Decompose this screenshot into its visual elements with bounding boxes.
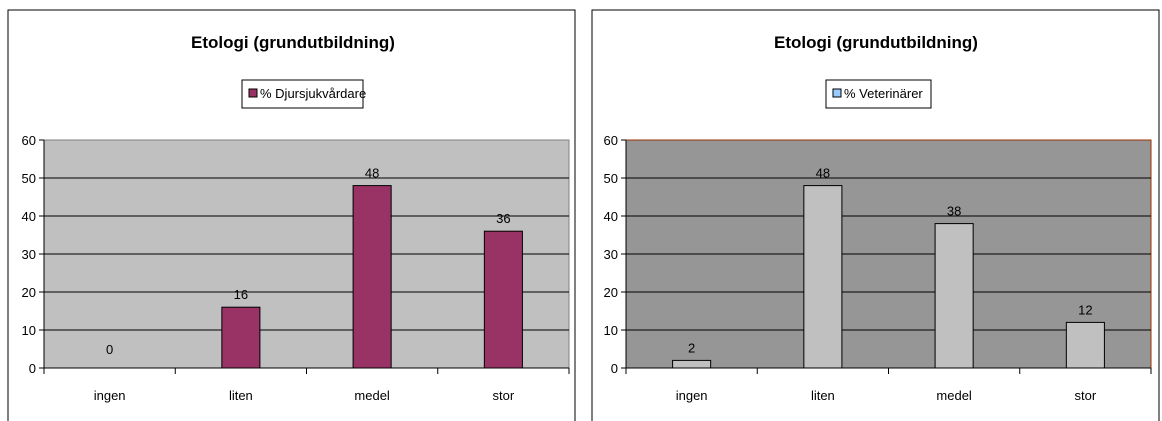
chart-svg: Etologi (grundutbildning) % Djursjukvårda… [7, 9, 576, 421]
chart-svg: Etologi (grundutbildning) % Veterinärer 0 1… [591, 9, 1160, 421]
bar [1065, 321, 1105, 369]
y-tick-label: 50 [22, 171, 36, 186]
data-label: 36 [496, 211, 510, 226]
bar [483, 230, 523, 369]
chart-title: Etologi (grundutbildning) [191, 33, 395, 52]
x-tick-label: medel [354, 388, 390, 403]
x-tick-label: liten [229, 388, 253, 403]
bar [803, 185, 843, 369]
data-label: 38 [947, 204, 961, 219]
legend-swatch [832, 88, 842, 98]
y-tick-label: 60 [22, 133, 36, 148]
legend-swatch [248, 88, 258, 98]
data-label: 16 [234, 287, 248, 302]
legend-label: % Veterinärer [844, 86, 923, 101]
y-tick-label: 0 [611, 361, 618, 376]
data-label: 0 [106, 342, 113, 357]
x-tick-label: ingen [94, 388, 126, 403]
y-tick-label: 30 [604, 247, 618, 262]
y-tick-label: 10 [604, 323, 618, 338]
y-tick-label: 20 [604, 285, 618, 300]
y-tick-label: 20 [22, 285, 36, 300]
y-tick-label: 10 [22, 323, 36, 338]
bar [672, 359, 712, 369]
data-label: 48 [816, 166, 830, 181]
data-label: 12 [1078, 302, 1092, 317]
y-tick-label: 40 [22, 209, 36, 224]
bar [221, 306, 261, 369]
legend-box [241, 79, 364, 109]
y-tick-label: 40 [604, 209, 618, 224]
x-tick-label: stor [1075, 388, 1097, 403]
data-label: 48 [365, 166, 379, 181]
bar [352, 185, 392, 369]
x-tick-label: liten [811, 388, 835, 403]
y-tick-label: 50 [604, 171, 618, 186]
y-tick-label: 60 [604, 133, 618, 148]
chart-title: Etologi (grundutbildning) [774, 33, 978, 52]
data-label: 2 [688, 340, 695, 355]
x-tick-label: stor [493, 388, 515, 403]
chart-djursjukvardare: Etologi (grundutbildning) % Djursjukvårda… [0, 0, 580, 421]
legend-box [825, 79, 932, 109]
x-tick-label: medel [936, 388, 972, 403]
chart-veterinarer: Etologi (grundutbildning) % Veterinärer 0 1… [584, 0, 1162, 421]
bar [934, 223, 974, 369]
x-tick-label: ingen [676, 388, 708, 403]
y-tick-label: 0 [29, 361, 36, 376]
legend-label: % Djursjukvårdare [260, 86, 366, 101]
y-tick-label: 30 [22, 247, 36, 262]
